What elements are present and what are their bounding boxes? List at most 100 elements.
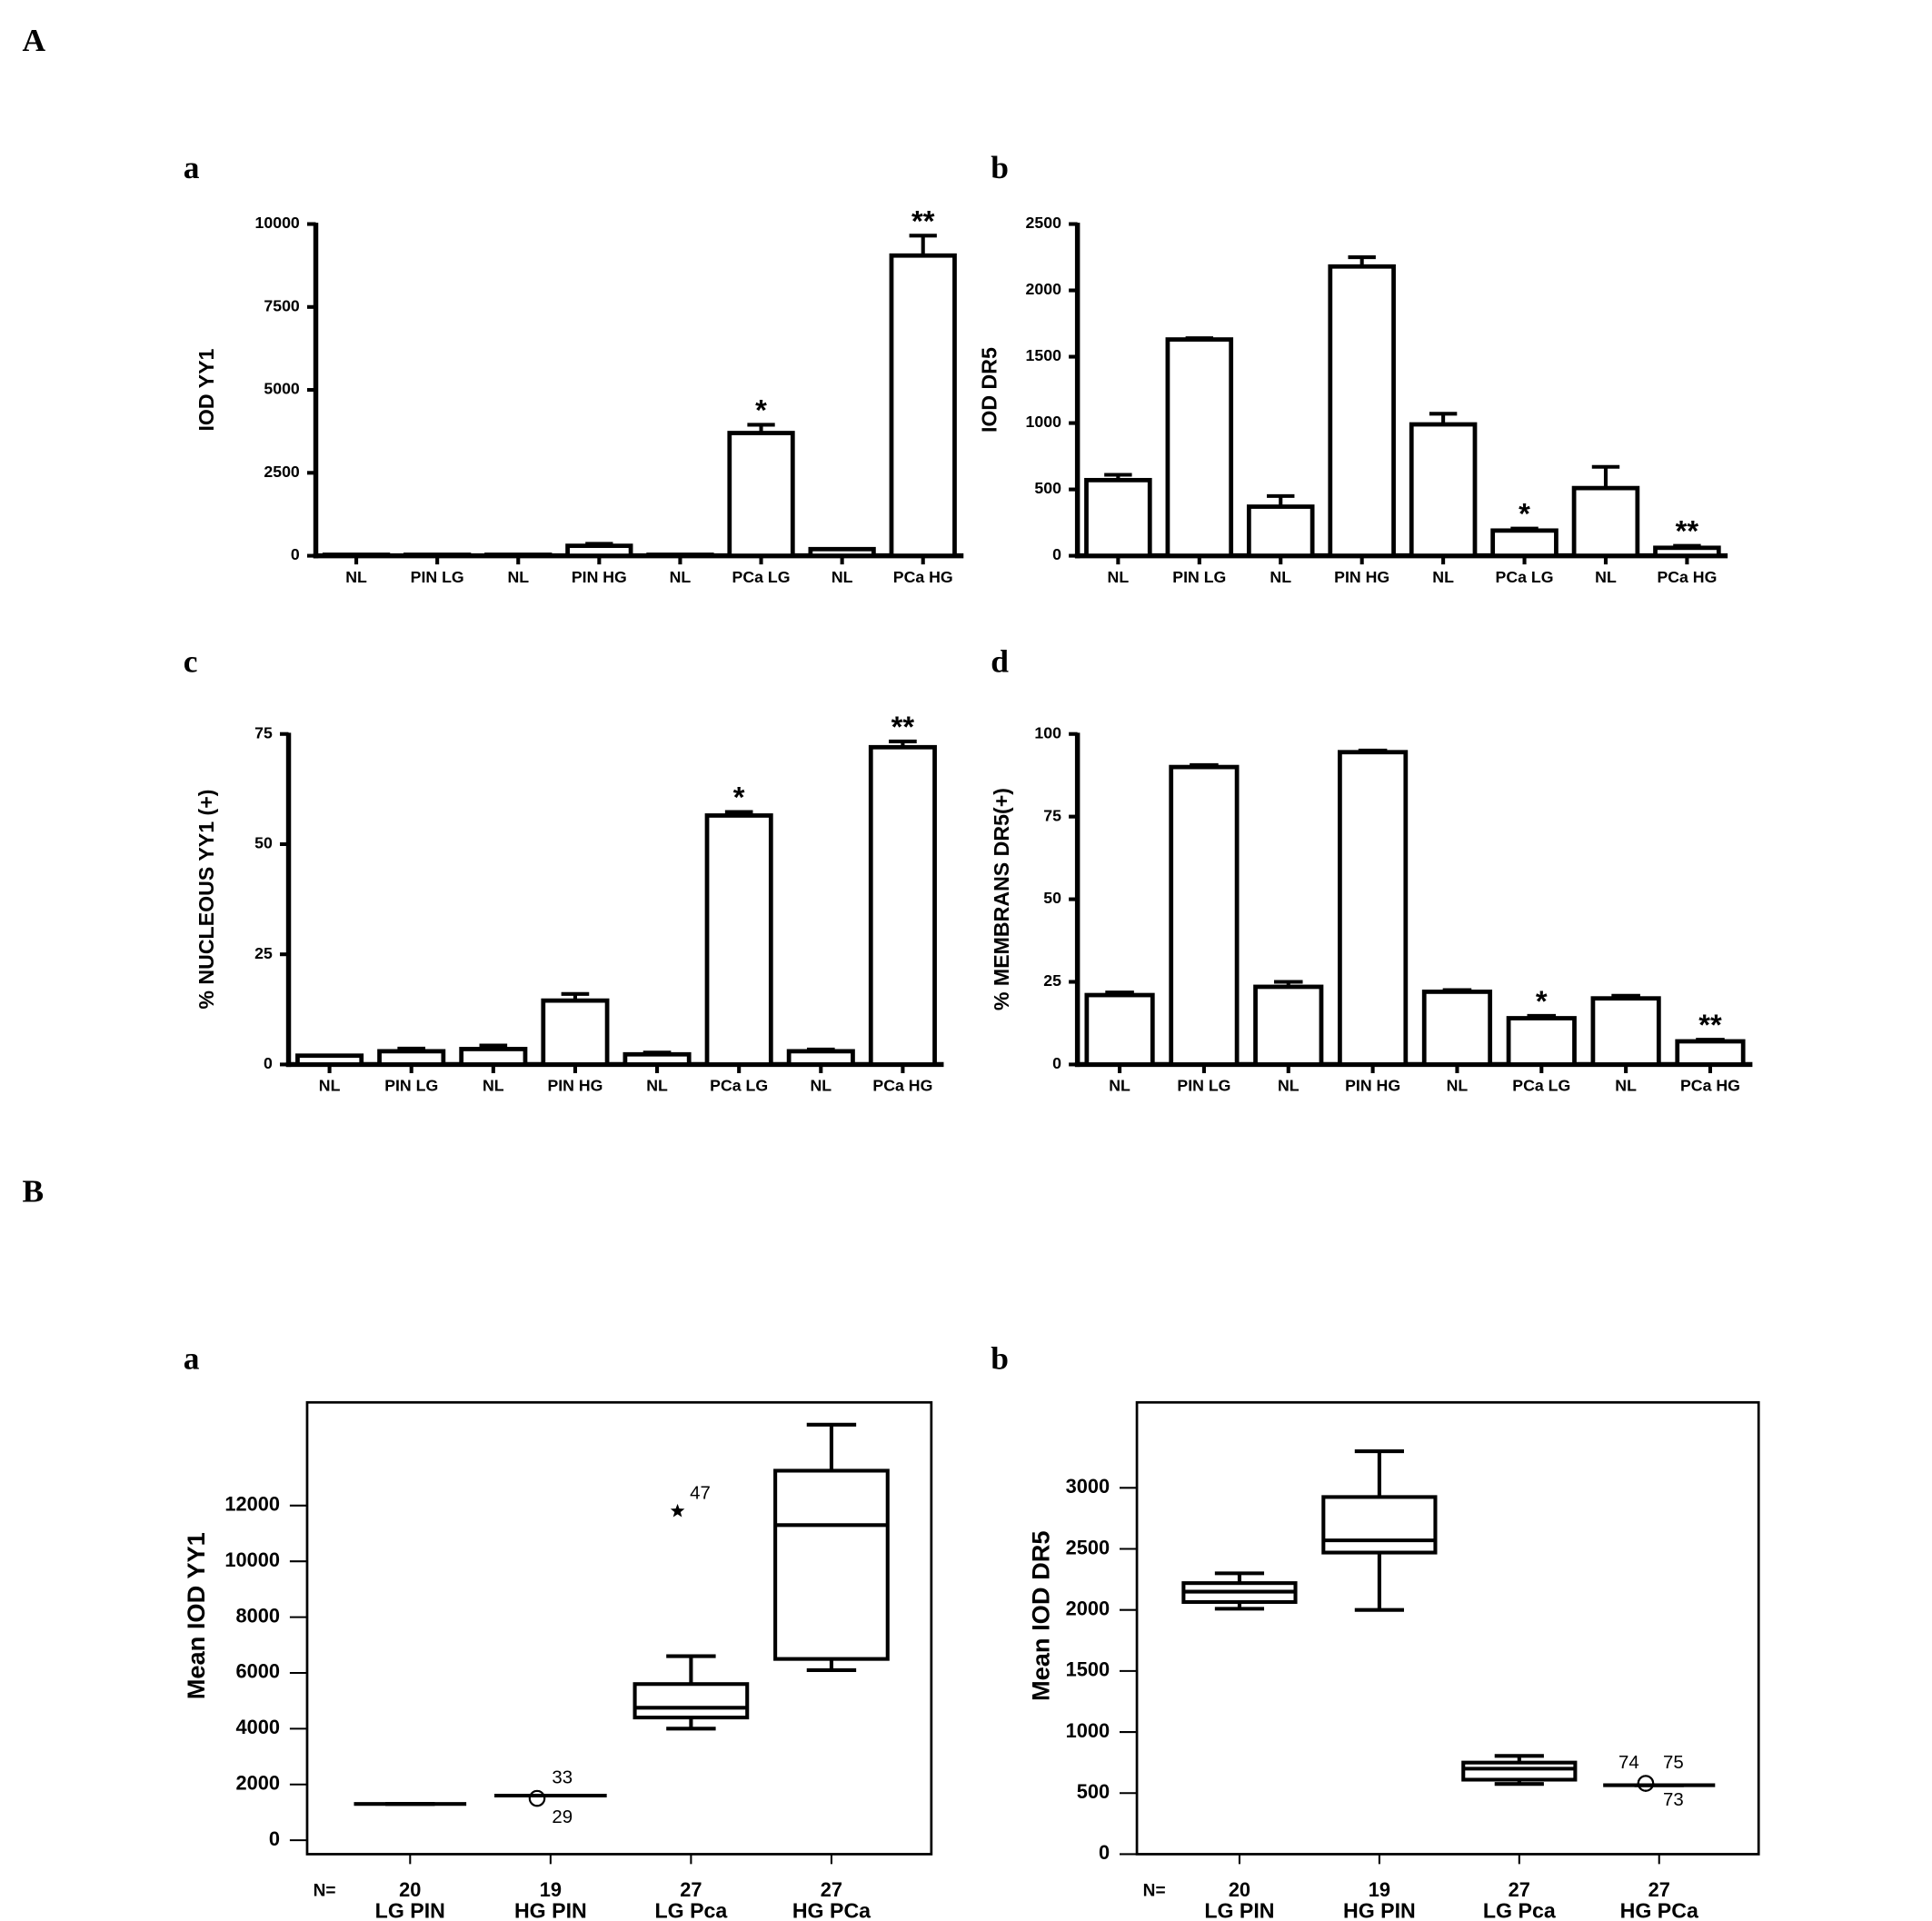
- x-tick-label: NL: [1109, 1077, 1130, 1095]
- bar: [1084, 992, 1155, 1067]
- n-count: 19: [1369, 1878, 1390, 1901]
- bar: [322, 552, 391, 558]
- x-tick-label: NL: [1432, 568, 1454, 586]
- y-tick-label: 50: [254, 834, 273, 852]
- y-tick-label: 1500: [1026, 346, 1062, 364]
- outlier-label: 73: [1663, 1790, 1684, 1810]
- bar: [1506, 1016, 1577, 1067]
- x-tick-label: LG PIN: [1204, 1899, 1274, 1921]
- x-tick-label: LG Pca: [654, 1899, 728, 1921]
- bar: [1421, 990, 1493, 1067]
- y-axis-label: % MEMBRANS DR5(+): [990, 788, 1013, 1010]
- x-tick-label: NL: [1615, 1077, 1637, 1095]
- x-tick-label: PIN LG: [411, 568, 464, 586]
- bar: [1590, 996, 1661, 1067]
- significance-mark: *: [733, 781, 745, 814]
- x-tick-label: PIN LG: [384, 1077, 438, 1095]
- bar: [1328, 264, 1396, 558]
- x-tick-label: HG PIN: [1343, 1899, 1416, 1921]
- bar: [1165, 337, 1234, 558]
- bar: [377, 1049, 446, 1067]
- x-tick-label: PCa HG: [1680, 1077, 1740, 1095]
- bar: [565, 543, 633, 558]
- bar: [646, 552, 714, 558]
- n-count: 27: [680, 1878, 702, 1901]
- box: [773, 1468, 890, 1661]
- outlier-label: 75: [1663, 1753, 1684, 1773]
- x-tick-label: PIN HG: [547, 1077, 603, 1095]
- x-tick-label: HG PCa: [792, 1899, 871, 1921]
- y-tick-label: 2500: [1066, 1536, 1110, 1558]
- x-tick-label: NL: [483, 1077, 504, 1095]
- figure-label: A: [23, 22, 46, 58]
- x-tick-label: NL: [670, 568, 692, 586]
- bar: [1253, 984, 1324, 1067]
- y-tick-label: 100: [1034, 723, 1061, 742]
- y-tick-label: 3000: [1066, 1475, 1110, 1498]
- y-tick-label: 75: [254, 723, 273, 742]
- y-tick-label: 0: [1099, 1841, 1110, 1864]
- bar: [727, 431, 795, 558]
- x-tick-label: PIN HG: [572, 568, 627, 586]
- x-tick-label: NL: [1108, 568, 1130, 586]
- n-label: N=: [314, 1881, 336, 1900]
- n-label: N=: [1143, 1881, 1166, 1900]
- box: [1321, 1495, 1438, 1555]
- bar: [889, 253, 957, 558]
- box: [1461, 1760, 1578, 1782]
- panel-label: d: [991, 643, 1009, 680]
- y-tick-label: 50: [1043, 889, 1061, 907]
- x-tick-label: HG PCa: [1620, 1899, 1699, 1921]
- panel-label: a: [184, 1339, 200, 1376]
- y-tick-label: 0: [264, 1054, 273, 1072]
- panel-label: b: [991, 149, 1009, 185]
- y-tick-label: 10000: [255, 214, 300, 232]
- y-tick-label: 25: [254, 944, 273, 962]
- x-tick-label: PCa HG: [872, 1077, 932, 1095]
- outlier: [1637, 1775, 1655, 1792]
- significance-mark: **: [1698, 1008, 1722, 1041]
- n-count: 19: [540, 1878, 562, 1901]
- bar: [403, 552, 472, 558]
- y-tick-label: 4000: [236, 1716, 280, 1738]
- y-axis-label: Mean IOD DR5: [1027, 1530, 1055, 1701]
- y-axis-label: Mean IOD YY1: [182, 1532, 210, 1699]
- box: [632, 1682, 750, 1720]
- outlier-label: 29: [552, 1807, 573, 1827]
- x-tick-label: NL: [1278, 1077, 1300, 1095]
- x-tick-label: PIN HG: [1334, 568, 1389, 586]
- outlier: [528, 1789, 546, 1807]
- bar: [1653, 545, 1721, 558]
- x-tick-label: LG Pca: [1483, 1899, 1557, 1921]
- n-count: 20: [399, 1878, 421, 1901]
- x-tick-label: NL: [832, 568, 853, 586]
- y-tick-label: 8000: [236, 1604, 280, 1627]
- bar: [459, 1047, 528, 1067]
- n-count: 27: [821, 1878, 842, 1901]
- significance-mark: **: [891, 710, 915, 743]
- y-tick-label: 12000: [224, 1493, 280, 1516]
- y-tick-label: 500: [1077, 1780, 1110, 1803]
- x-tick-label: NL: [1270, 568, 1291, 586]
- x-tick-label: PCa LG: [1512, 1077, 1570, 1095]
- outlier-label: 47: [690, 1483, 711, 1503]
- significance-mark: *: [1519, 497, 1530, 531]
- x-tick-label: NL: [646, 1077, 668, 1095]
- y-tick-label: 2000: [236, 1771, 280, 1794]
- significance-mark: *: [1536, 984, 1548, 1018]
- x-tick-label: PIN LG: [1172, 568, 1226, 586]
- x-tick-label: HG PIN: [514, 1899, 587, 1921]
- y-tick-label: 1500: [1066, 1658, 1110, 1681]
- y-tick-label: 500: [1034, 479, 1061, 497]
- bar: [1338, 750, 1409, 1067]
- bar: [541, 998, 610, 1067]
- y-tick-label: 2000: [1026, 280, 1062, 298]
- x-tick-label: NL: [507, 568, 529, 586]
- n-count: 27: [1509, 1878, 1530, 1901]
- bar: [1169, 764, 1240, 1067]
- outlier-label: 74: [1618, 1753, 1639, 1773]
- significance-mark: **: [1676, 514, 1699, 548]
- x-tick-label: NL: [810, 1077, 832, 1095]
